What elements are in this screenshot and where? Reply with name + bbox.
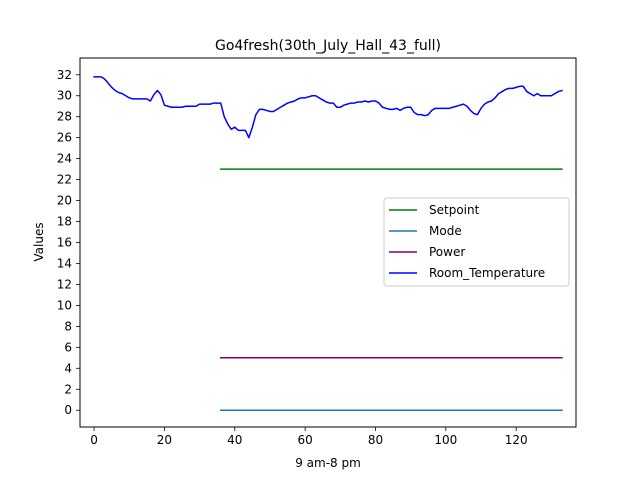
- y-tick-label: 22: [57, 173, 72, 187]
- legend-label-mode: Mode: [429, 224, 462, 238]
- legend-label-room-temperature: Room_Temperature: [429, 266, 545, 280]
- legend-frame: [383, 197, 570, 287]
- y-tick-label: 8: [64, 319, 72, 333]
- legend: Setpoint Mode Power Room_Temperature: [383, 197, 570, 287]
- y-tick-label: 18: [57, 215, 72, 229]
- y-tick-label: 16: [57, 236, 72, 250]
- x-axis-label: 9 am-8 pm: [295, 456, 361, 470]
- chart-title: Go4fresh(30th_July_Hall_43_full): [215, 38, 441, 54]
- y-tick-label: 32: [57, 68, 72, 82]
- y-tick-label: 2: [64, 382, 72, 396]
- x-axis: 0 20 40 60 80 100 120: [90, 427, 528, 447]
- y-tick-label: 30: [57, 89, 72, 103]
- y-tick-label: 10: [57, 298, 72, 312]
- y-tick-label: 28: [57, 110, 72, 124]
- x-tick-label: 80: [368, 433, 383, 447]
- legend-label-setpoint: Setpoint: [429, 203, 480, 217]
- y-tick-label: 12: [57, 277, 72, 291]
- y-tick-label: 14: [57, 256, 72, 270]
- y-tick-label: 0: [64, 403, 72, 417]
- x-tick-label: 120: [505, 433, 528, 447]
- x-tick-label: 100: [434, 433, 457, 447]
- y-tick-label: 26: [57, 131, 72, 145]
- y-axis-label: Values: [32, 222, 46, 261]
- series-line-room-temperature: [93, 76, 563, 139]
- x-tick-label: 40: [227, 433, 242, 447]
- legend-label-power: Power: [429, 245, 465, 259]
- y-tick-label: 6: [64, 340, 72, 354]
- y-tick-label: 4: [64, 361, 72, 375]
- x-tick-label: 0: [90, 433, 98, 447]
- chart-marks: [93, 76, 563, 411]
- x-tick-label: 20: [157, 433, 172, 447]
- y-tick-label: 24: [57, 152, 72, 166]
- x-tick-label: 60: [297, 433, 312, 447]
- y-tick-label: 20: [57, 194, 72, 208]
